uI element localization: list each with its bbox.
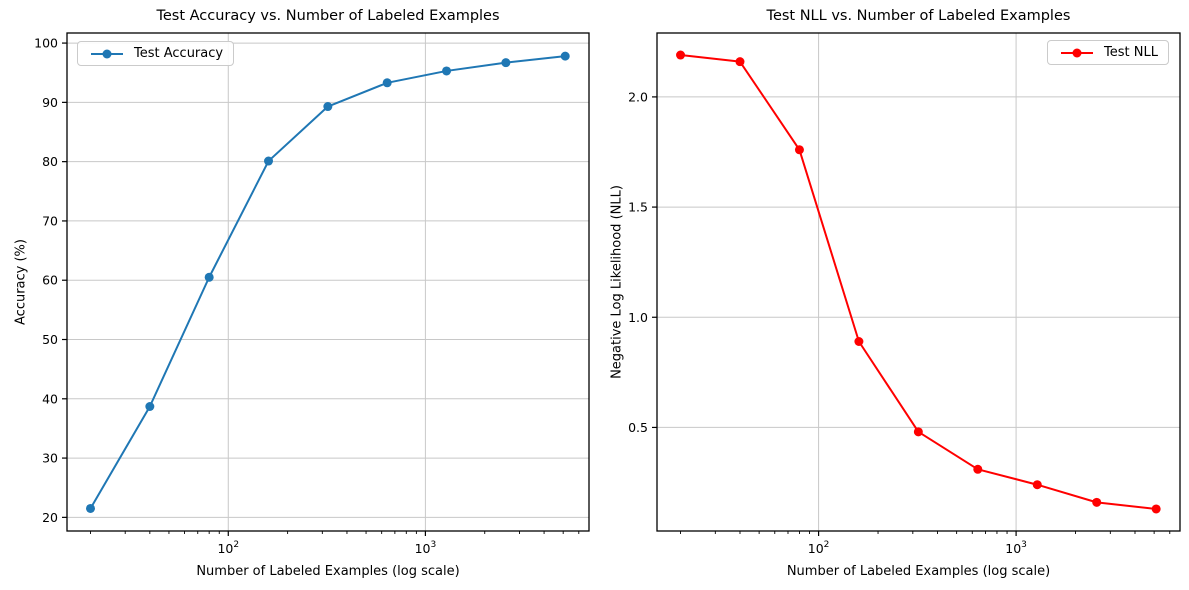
x-tick-label: 102 — [808, 540, 830, 556]
data-point — [204, 272, 214, 282]
accuracy-legend-label: Test Accuracy — [134, 46, 224, 61]
axes-spines — [656, 32, 1181, 532]
y-tick-label: 60 — [42, 273, 58, 288]
legend-marker — [1072, 48, 1082, 57]
nll-plot-title: Test NLL vs. Number of Labeled Examples — [766, 8, 1071, 24]
accuracy-subplot: 102 103 20 30 40 50 60 70 80 90 100 — [34, 32, 590, 556]
data-point — [1032, 480, 1042, 490]
nll-legend-label: Test NLL — [1104, 45, 1158, 60]
data-point — [973, 464, 983, 474]
nll-legend-line-icon — [1061, 48, 1094, 57]
data-point — [382, 78, 392, 88]
y-tick-label: 20 — [42, 510, 58, 525]
data-point — [85, 503, 95, 513]
data-point — [323, 102, 333, 112]
data-point — [145, 402, 155, 411]
y-tick-label: 1.0 — [628, 310, 648, 325]
accuracy-y-axis-label: Accuracy (%) — [13, 239, 29, 325]
y-tick-label: 1.5 — [628, 200, 648, 215]
y-tick-label: 100 — [34, 36, 58, 51]
accuracy-legend: Test Accuracy — [77, 41, 235, 66]
data-point — [264, 156, 274, 166]
series-line — [89, 55, 567, 510]
accuracy-plot-title: Test Accuracy vs. Number of Labeled Exam… — [156, 8, 500, 24]
axes-spines — [66, 32, 590, 532]
data-point — [854, 336, 864, 346]
data-point — [676, 50, 686, 60]
data-point — [560, 51, 570, 61]
y-tick-label: 70 — [42, 213, 58, 228]
nll-subplot: 102 103 0.5 1.0 1.5 2.0 — [628, 32, 1181, 556]
data-point — [913, 427, 923, 437]
data-point — [442, 66, 452, 76]
data-point — [1151, 504, 1161, 514]
data-point — [1092, 497, 1102, 507]
nll-y-axis-label: Negative Log Likelihood (NLL) — [609, 185, 625, 379]
data-point — [501, 58, 511, 68]
data-point — [794, 145, 804, 155]
series-line — [679, 54, 1158, 510]
y-tick-label: 0.5 — [628, 420, 648, 435]
nll-x-axis-label: Number of Labeled Examples (log scale) — [786, 564, 1051, 579]
y-tick-label: 2.0 — [628, 89, 648, 104]
y-tick-label: 40 — [42, 391, 58, 406]
nll-legend: Test NLL — [1047, 40, 1169, 65]
x-tick-label: 102 — [217, 540, 239, 556]
data-point — [735, 57, 745, 67]
x-tick-label: 103 — [1005, 540, 1027, 556]
y-tick-label: 30 — [42, 451, 58, 466]
y-tick-label: 90 — [42, 95, 58, 110]
y-tick-label: 80 — [42, 154, 58, 169]
x-tick-label: 103 — [415, 540, 437, 556]
y-tick-label: 50 — [42, 332, 58, 347]
legend-marker — [102, 49, 112, 58]
accuracy-x-axis-label: Number of Labeled Examples (log scale) — [196, 564, 460, 579]
accuracy-legend-line-icon — [91, 49, 123, 58]
